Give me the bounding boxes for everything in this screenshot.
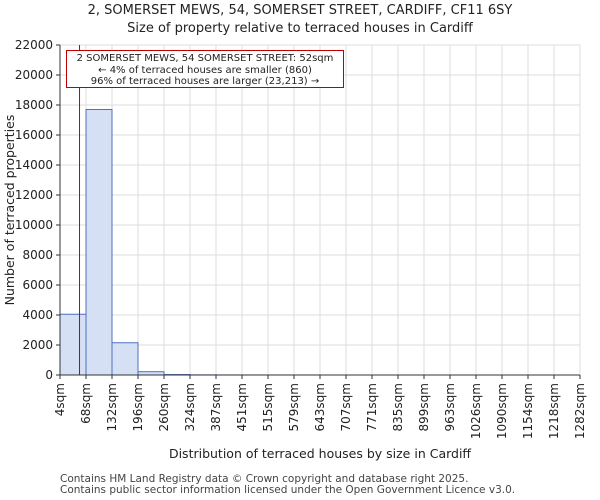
- y-tick-label-10: 20000: [15, 68, 53, 82]
- x-tick-label-11: 707sqm: [339, 383, 353, 431]
- x-tick-label-7: 451sqm: [235, 383, 249, 431]
- y-tick-label-0: 0: [45, 368, 53, 382]
- x-tick-label-12: 771sqm: [365, 383, 379, 431]
- annotation-line-1: 2 SOMERSET MEWS, 54 SOMERSET STREET: 52s…: [76, 53, 334, 64]
- bar-68sqm: [85, 109, 113, 376]
- x-tick-label-10: 643sqm: [313, 383, 327, 431]
- x-tick-label-16: 1026sqm: [469, 383, 483, 439]
- y-tick-label-11: 22000: [15, 38, 53, 52]
- y-tick-label-5: 10000: [15, 218, 53, 232]
- x-tick-label-20: 1282sqm: [573, 383, 587, 439]
- chart-subtitle: Size of property relative to terraced ho…: [127, 21, 473, 36]
- y-tick-label-6: 12000: [15, 188, 53, 202]
- x-tick-labels: 4sqm 68sqm 132sqm 196sqm 260sqm 324sqm 387sqm 4…: [53, 375, 587, 439]
- y-tick-label-9: 18000: [15, 98, 53, 112]
- x-axis-label: Distribution of terraced houses by size …: [169, 446, 471, 461]
- grid-lines: [59, 44, 581, 376]
- annotation-line-2: ← 4% of terraced houses are smaller (860…: [98, 64, 312, 76]
- x-tick-label-3: 196sqm: [131, 383, 145, 431]
- bar-132sqm: [111, 342, 139, 376]
- y-tick-labels: 0 2000 4000 6000 8000 10000 12000 14000 16000 180…: [15, 38, 60, 382]
- footer-line-1: Contains HM Land Registry data © Crown c…: [60, 473, 469, 485]
- x-tick-label-17: 1090sqm: [495, 383, 509, 439]
- x-tick-label-1: 68sqm: [79, 383, 93, 424]
- y-tick-label-2: 4000: [22, 308, 53, 322]
- x-tick-label-13: 835sqm: [391, 383, 405, 431]
- y-tick-label-1: 2000: [22, 338, 53, 352]
- chart-title: 2, SOMERSET MEWS, 54, SOMERSET STREET, C…: [87, 3, 513, 18]
- x-tick-label-18: 1154sqm: [521, 383, 535, 439]
- x-tick-label-9: 579sqm: [287, 383, 301, 431]
- y-tick-label-7: 14000: [15, 158, 53, 172]
- bar-4sqm: [59, 313, 87, 376]
- x-tick-label-5: 324sqm: [183, 383, 197, 431]
- x-tick-label-19: 1218sqm: [547, 383, 561, 439]
- x-tick-label-2: 132sqm: [105, 383, 119, 431]
- y-axis-label: Number of terraced properties: [2, 115, 17, 306]
- footer-line-2: Contains public sector information licen…: [60, 484, 516, 496]
- x-tick-label-6: 387sqm: [209, 383, 223, 431]
- x-tick-label-15: 963sqm: [443, 383, 457, 431]
- annotation-box: 2 SOMERSET MEWS, 54 SOMERSET STREET: 52s…: [66, 50, 344, 88]
- annotation-line-3: 96% of terraced houses are larger (23,21…: [90, 76, 320, 87]
- x-tick-label-8: 515sqm: [261, 383, 275, 431]
- x-tick-label-0: 4sqm: [53, 383, 67, 416]
- y-tick-label-8: 16000: [15, 128, 53, 142]
- x-tick-label-14: 899sqm: [417, 383, 431, 431]
- y-tick-label-4: 8000: [22, 248, 53, 262]
- x-tick-label-4: 260sqm: [157, 383, 171, 431]
- y-tick-label-3: 6000: [22, 278, 53, 292]
